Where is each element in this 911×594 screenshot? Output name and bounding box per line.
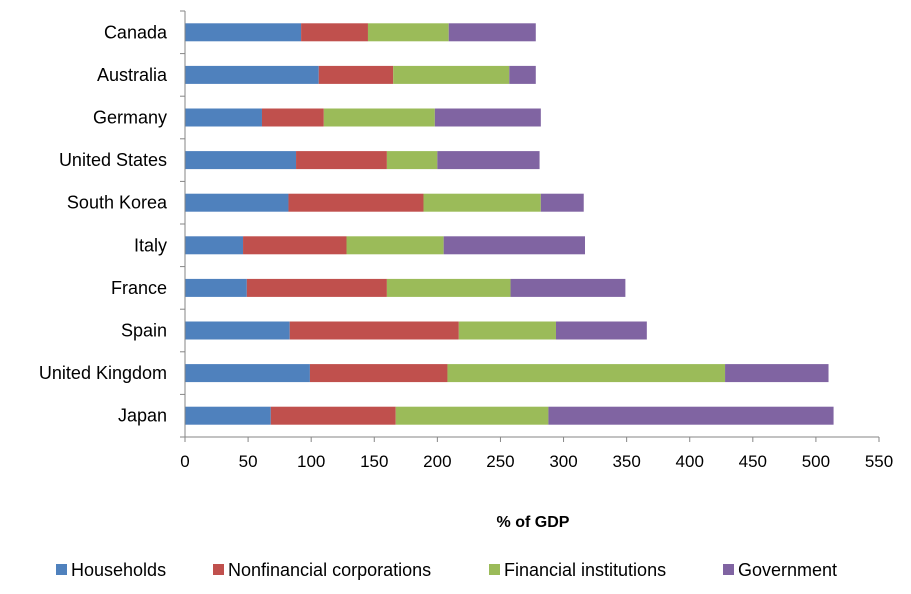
bar-japan-government xyxy=(548,406,834,425)
x-tick-label: 100 xyxy=(297,452,325,471)
bar-south-korea-financial-institutions xyxy=(423,193,541,212)
bar-japan-households xyxy=(185,406,271,425)
bar-france-nonfinancial-corporations xyxy=(246,278,387,297)
category-label: Italy xyxy=(134,235,167,255)
bar-spain-households xyxy=(185,321,290,340)
bar-australia-government xyxy=(509,65,536,84)
legend-swatch-households xyxy=(56,564,67,575)
x-tick-label: 50 xyxy=(239,452,258,471)
bar-italy-government xyxy=(443,236,585,255)
category-label: France xyxy=(111,278,167,298)
x-tick-label: 400 xyxy=(676,452,704,471)
x-tick-label: 550 xyxy=(865,452,893,471)
category-label: South Korea xyxy=(67,193,168,213)
bar-australia-financial-institutions xyxy=(393,65,510,84)
bar-united-kingdom-nonfinancial-corporations xyxy=(309,364,448,383)
category-label: United Kingdom xyxy=(39,363,167,383)
bar-australia-nonfinancial-corporations xyxy=(318,65,394,84)
bar-united-kingdom-government xyxy=(725,364,829,383)
bar-italy-financial-institutions xyxy=(346,236,444,255)
category-label: Spain xyxy=(121,321,167,341)
bar-germany-government xyxy=(434,108,541,127)
bar-south-korea-nonfinancial-corporations xyxy=(288,193,424,212)
x-tick-label: 0 xyxy=(180,452,189,471)
bar-germany-households xyxy=(185,108,262,127)
x-tick-label: 350 xyxy=(612,452,640,471)
bar-australia-households xyxy=(185,65,319,84)
x-axis-title: % of GDP xyxy=(497,514,570,531)
legend-label-households: Households xyxy=(71,560,166,580)
bar-canada-households xyxy=(185,23,302,42)
x-tick-label: 450 xyxy=(739,452,767,471)
legend-swatch-nonfinancial-corporations xyxy=(213,564,224,575)
bar-united-kingdom-households xyxy=(185,364,310,383)
bar-united-states-nonfinancial-corporations xyxy=(296,151,387,170)
bar-germany-financial-institutions xyxy=(323,108,435,127)
bar-canada-nonfinancial-corporations xyxy=(301,23,368,42)
x-tick-label: 200 xyxy=(423,452,451,471)
x-tick-label: 300 xyxy=(549,452,577,471)
legend-label-nonfinancial-corporations: Nonfinancial corporations xyxy=(228,560,431,580)
bar-south-korea-government xyxy=(540,193,584,212)
category-label: Canada xyxy=(104,22,168,42)
category-label: Germany xyxy=(93,108,167,128)
category-label: Australia xyxy=(97,65,168,85)
bars-group xyxy=(185,23,834,425)
legend-swatch-government xyxy=(723,564,734,575)
bar-south-korea-households xyxy=(185,193,289,212)
bar-spain-nonfinancial-corporations xyxy=(289,321,459,340)
legend-label-government: Government xyxy=(738,560,837,580)
x-tick-label: 250 xyxy=(486,452,514,471)
bar-spain-government xyxy=(555,321,647,340)
axes-group xyxy=(180,10,880,442)
bar-japan-nonfinancial-corporations xyxy=(270,406,396,425)
legend-label-financial-institutions: Financial institutions xyxy=(504,560,666,580)
legend: Households Nonfinancial corporations Finan… xyxy=(56,560,837,580)
bar-japan-financial-institutions xyxy=(395,406,549,425)
bar-canada-financial-institutions xyxy=(367,23,449,42)
x-tick-label: 500 xyxy=(802,452,830,471)
bar-germany-nonfinancial-corporations xyxy=(261,108,324,127)
category-label: Japan xyxy=(118,406,167,426)
labels-group: Canada Australia Germany United States South… xyxy=(39,22,893,471)
bar-france-government xyxy=(510,278,626,297)
legend-swatch-financial-institutions xyxy=(489,564,500,575)
bar-united-kingdom-financial-institutions xyxy=(447,364,726,383)
bar-united-states-government xyxy=(437,151,540,170)
bar-spain-financial-institutions xyxy=(458,321,556,340)
bar-canada-government xyxy=(448,23,536,42)
bar-united-states-households xyxy=(185,151,297,170)
bar-france-financial-institutions xyxy=(386,278,511,297)
bar-italy-nonfinancial-corporations xyxy=(243,236,347,255)
bar-france-households xyxy=(185,278,247,297)
bar-italy-households xyxy=(185,236,244,255)
bar-united-states-financial-institutions xyxy=(386,151,438,170)
category-label: United States xyxy=(59,150,167,170)
x-tick-label: 150 xyxy=(360,452,388,471)
